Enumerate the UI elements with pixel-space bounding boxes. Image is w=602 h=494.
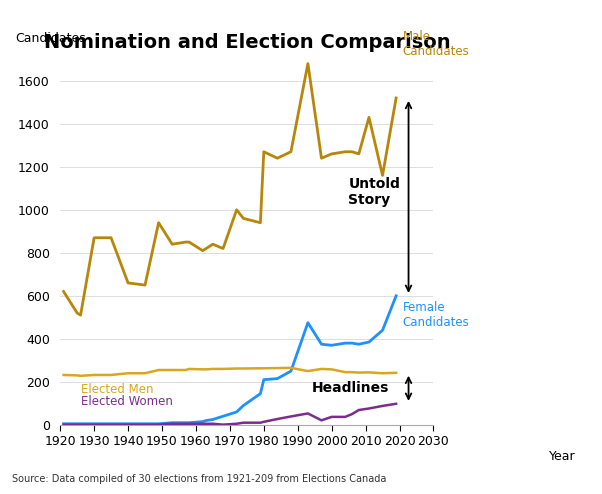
Text: Headlines: Headlines [312,381,389,395]
Text: Untold
Story: Untold Story [349,177,400,207]
Text: Male
Candidates: Male Candidates [403,31,470,58]
Text: Source: Data compiled of 30 elections from 1921-209 from Elections Canada: Source: Data compiled of 30 elections fr… [12,474,386,484]
Text: Elected Women: Elected Women [81,395,172,408]
Text: Female
Candidates: Female Candidates [403,301,470,329]
Title: Nomination and Election Comparison: Nomination and Election Comparison [43,33,450,52]
Text: Elected Men: Elected Men [81,383,153,396]
Text: Candidates: Candidates [16,32,86,44]
Text: Year: Year [548,451,576,463]
